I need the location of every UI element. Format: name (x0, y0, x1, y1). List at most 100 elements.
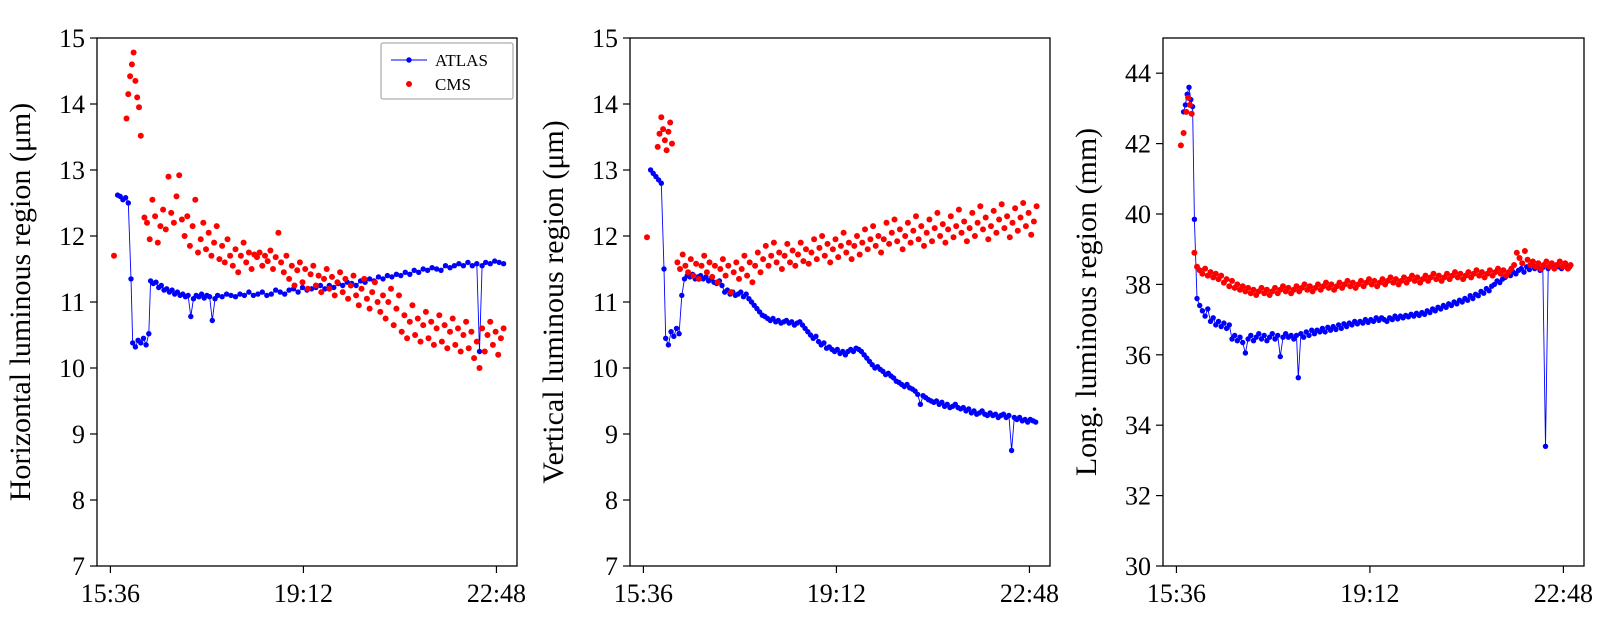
data-point (256, 249, 263, 256)
data-point (915, 236, 922, 243)
data-point (295, 289, 301, 295)
data-point (719, 282, 725, 289)
data-point (781, 252, 788, 259)
data-point (658, 114, 665, 121)
data-point (232, 246, 239, 253)
data-point (385, 299, 392, 305)
data-point (813, 333, 819, 339)
data-point (792, 262, 799, 269)
data-point (736, 275, 742, 282)
y-axis-label: Long. luminous region (mm) (1070, 128, 1103, 476)
data-point (926, 216, 933, 223)
data-point (157, 223, 164, 230)
data-point (412, 332, 419, 338)
data-point (321, 275, 327, 282)
data-point (130, 340, 136, 346)
data-point (1004, 213, 1011, 220)
data-point (154, 239, 161, 246)
y-tick-label: 8 (605, 486, 618, 515)
data-point (923, 229, 930, 236)
data-point (433, 266, 440, 272)
data-point (442, 263, 449, 269)
data-point (998, 201, 1005, 208)
data-point (778, 266, 785, 272)
data-point (1338, 325, 1344, 332)
data-point (738, 289, 744, 295)
data-point (746, 259, 753, 266)
data-point (808, 249, 815, 256)
data-point (144, 219, 150, 226)
data-point (216, 256, 223, 263)
data-point (1486, 288, 1492, 294)
data-point (500, 261, 507, 267)
data-point (658, 180, 664, 186)
data-point (1562, 260, 1569, 267)
plot-frame (96, 37, 518, 567)
data-point (870, 223, 877, 230)
data-point (264, 292, 270, 299)
data-point (390, 322, 397, 329)
data-point (1513, 249, 1520, 256)
data-point (160, 206, 167, 213)
data-point (883, 219, 890, 226)
data-point (1457, 270, 1464, 277)
data-point (334, 279, 341, 286)
data-point (864, 246, 871, 253)
data-point (291, 282, 298, 289)
data-point (765, 262, 772, 269)
data-point (146, 331, 152, 337)
data-point (1277, 353, 1283, 360)
data-point (345, 295, 352, 302)
data-point (149, 196, 156, 203)
data-point (819, 233, 826, 239)
data-point (286, 287, 292, 293)
data-point (347, 282, 354, 289)
data-point (963, 238, 970, 245)
data-point (209, 317, 215, 324)
data-point (1500, 267, 1507, 274)
data-point (401, 312, 408, 319)
data-point (495, 351, 502, 358)
data-point (203, 246, 209, 253)
data-point (773, 259, 780, 266)
data-point (331, 292, 338, 299)
data-point (128, 276, 134, 282)
data-point (1387, 274, 1394, 281)
data-point (246, 289, 252, 295)
data-point (722, 272, 729, 279)
data-point (286, 275, 293, 282)
vertical-luminous-region-panel: Vertical luminous region (μm) 7 8 9 10 11 12 1… (533, 0, 1066, 640)
data-point (762, 242, 769, 249)
data-point (961, 218, 968, 225)
y-tick-label: 40 (1125, 200, 1151, 229)
data-point (1234, 281, 1241, 288)
data-point (206, 294, 213, 300)
data-point (185, 292, 191, 299)
data-point (402, 269, 408, 275)
data-point (789, 247, 796, 254)
series-line (650, 169, 1036, 451)
data-point (275, 229, 282, 236)
data-point (955, 206, 962, 213)
y-tick-label: 11 (60, 288, 85, 317)
data-point (706, 259, 713, 266)
data-point (465, 259, 471, 266)
data-point (1548, 260, 1555, 267)
data-point (245, 249, 252, 256)
data-point (1218, 272, 1225, 279)
data-point (1521, 248, 1528, 254)
data-point (996, 216, 1003, 223)
data-point (816, 244, 823, 251)
data-point (934, 209, 941, 216)
data-point (255, 291, 261, 297)
data-point (677, 266, 683, 272)
data-point (685, 269, 692, 276)
data-point (375, 274, 382, 280)
data-point (259, 262, 266, 269)
data-point (829, 246, 836, 253)
data-point (1030, 218, 1037, 225)
data-point (834, 346, 840, 353)
data-point (974, 219, 981, 226)
data-point (1207, 269, 1214, 276)
